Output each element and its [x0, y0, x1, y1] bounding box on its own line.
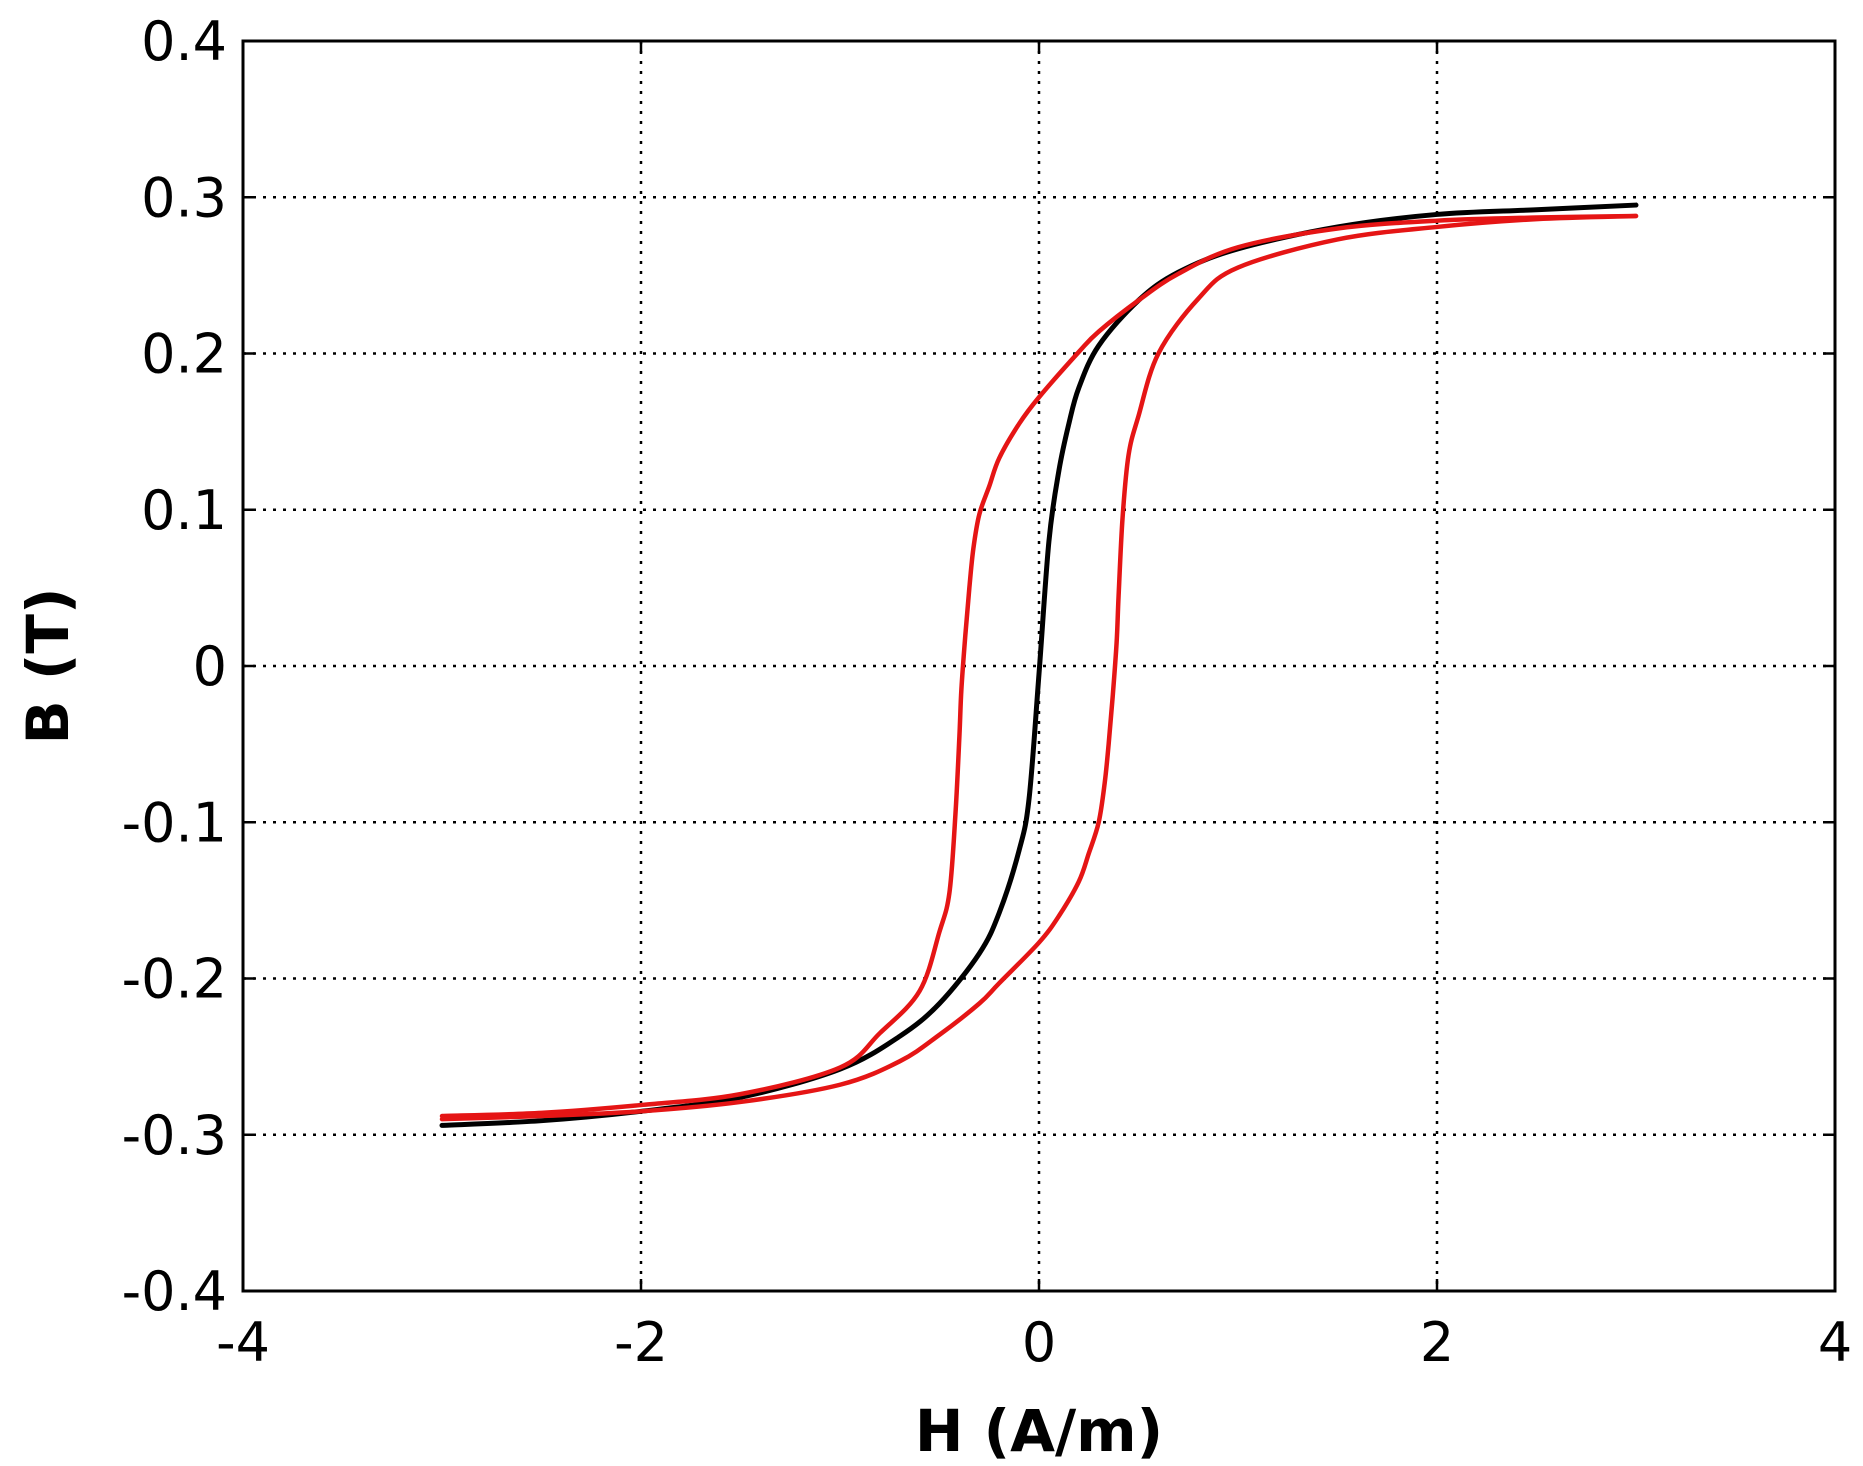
y-tick-label: -0.1: [122, 791, 227, 854]
plot-frame: [241, 39, 1837, 1293]
x-axis-title: H (A/m): [915, 1397, 1163, 1465]
y-tick-labels: -0.4 -0.3 -0.2 -0.1 0 0.1 0.2 0.3 0.4: [122, 10, 227, 1323]
y-tick-label: 0.1: [141, 479, 227, 542]
x-tick-labels: -4 -2 0 2 4: [216, 1311, 1852, 1374]
y-axis-title: B (T): [14, 588, 82, 745]
series-line-red: [439, 213, 1639, 1122]
y-tick-label: 0.2: [141, 323, 227, 386]
data-series: [439, 202, 1639, 1128]
x-tick-label: -2: [614, 1311, 668, 1374]
x-tick-label: -4: [216, 1311, 270, 1374]
y-tick-label: 0.4: [141, 10, 227, 73]
y-tick-label: 0.3: [141, 166, 227, 229]
y-tick-label: -0.3: [122, 1104, 227, 1167]
y-tick-label: 0: [193, 635, 227, 698]
x-tick-label: 0: [1022, 1311, 1056, 1374]
y-tick-label: -0.4: [122, 1260, 227, 1323]
series-line-red: [439, 213, 1639, 1119]
x-tick-label: 4: [1818, 1311, 1852, 1374]
y-tick-label: -0.2: [122, 948, 227, 1011]
x-tick-label: 2: [1420, 1311, 1454, 1374]
